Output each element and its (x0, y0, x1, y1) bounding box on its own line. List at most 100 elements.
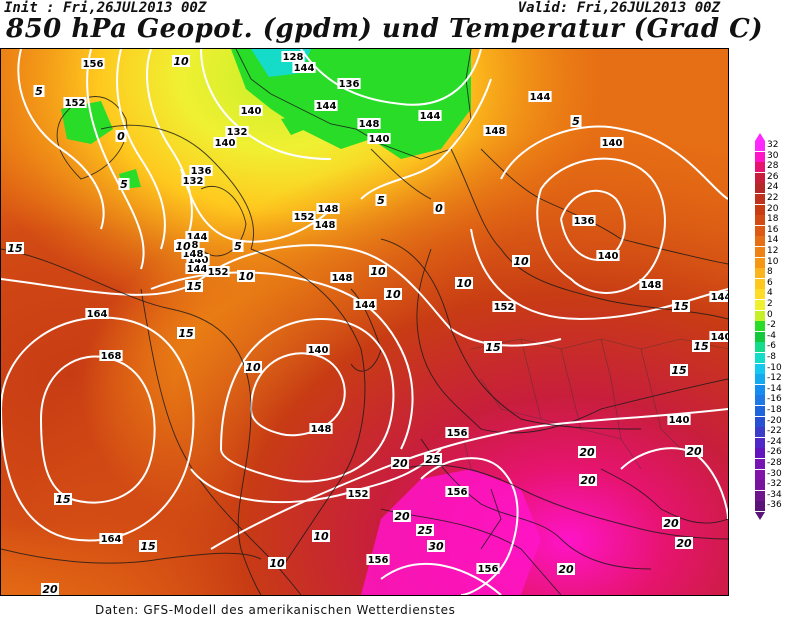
temperature-label-bg (424, 453, 442, 465)
legend-level: 10 (754, 257, 788, 268)
legend-level: -30 (754, 468, 788, 480)
geopotential-label: 152 (494, 302, 515, 313)
legend-level: 28 (754, 161, 788, 173)
geopotential-label: 140 (669, 415, 690, 426)
geopotential-label: 152 (348, 489, 369, 500)
temperature-label-bg (172, 55, 190, 67)
temperature-label: 10 (173, 55, 189, 68)
legend-swatch (755, 151, 765, 162)
legend-label: -2 (767, 320, 776, 331)
geopotential-label: 148 (318, 204, 339, 215)
legend-swatch (755, 300, 765, 310)
temperature-label-bg (174, 240, 192, 252)
geopotential-label-bg (181, 175, 205, 186)
geopotential-label: 140 (711, 332, 728, 343)
legend-label: 14 (767, 235, 779, 246)
geopotential-label: 140 (308, 345, 329, 356)
legend-level: 30 (754, 150, 788, 162)
temperature-label: 5 (35, 85, 43, 98)
temperature-label: 10 (456, 277, 472, 290)
geopotential-label-bg (313, 219, 337, 230)
temperature-label-bg (41, 583, 59, 595)
legend-level: 24 (754, 182, 788, 194)
legend-swatch (755, 141, 765, 151)
legend-label: -30 (767, 468, 782, 479)
temperature-label-bg (375, 194, 387, 206)
legend-label: 12 (767, 246, 779, 256)
temperature-label: 25 (417, 524, 433, 537)
legend-level: -22 (754, 426, 788, 438)
legend-level: 4 (754, 288, 788, 300)
legend-level: -18 (754, 405, 788, 416)
valid-time: Valid: Fri,26JUL2013 00Z (517, 0, 720, 16)
legend-level: -36 (754, 500, 788, 512)
geopotential-isolines (1, 49, 728, 595)
temperature-label: 20 (392, 457, 408, 470)
temperature-label: 10 (245, 361, 261, 374)
legend-level: 22 (754, 193, 788, 204)
temperature-label-bg (455, 277, 473, 289)
temperature-label-bg (232, 240, 244, 252)
legend-level: 32 (754, 140, 788, 151)
temperature-isolines (1, 124, 728, 595)
temperature-label-bg (557, 563, 575, 575)
geopotential-label-bg (367, 133, 391, 144)
geopotential-label-bg (445, 427, 469, 438)
legend-label: -32 (767, 479, 782, 490)
legend-level: -16 (754, 394, 788, 406)
init-time: Init : Fri,26JUL2013 00Z (4, 0, 207, 16)
geopotential-label: 144 (711, 292, 728, 303)
geopotential-label: 156 (447, 487, 468, 498)
geopotential-label-bg (316, 203, 340, 214)
geopotential-label-bg (99, 533, 123, 544)
geopotential-label-bg (337, 78, 361, 89)
legend-swatch (755, 342, 765, 353)
geopotential-label: 152 (65, 98, 86, 109)
temperature-labels: 5105051015151015105101015101515202020202… (6, 55, 710, 595)
temperature-label: 20 (579, 446, 595, 459)
temperature-label: 10 (513, 255, 529, 268)
legend-level: -32 (754, 479, 788, 491)
geopotential-label: 148 (332, 273, 353, 284)
geopotential-label-bg (346, 488, 370, 499)
geopotential-label-bg (330, 272, 354, 283)
geopotential-label: 128 (283, 52, 304, 63)
legend-swatch (755, 501, 765, 512)
temperature-label: 15 (693, 340, 709, 353)
legend-label: 28 (767, 161, 779, 172)
temperature-label-bg (139, 540, 157, 552)
geopotential-label: 136 (191, 166, 212, 177)
legend-label: 30 (767, 150, 779, 161)
legend-swatch (755, 490, 765, 501)
legend-swatch (755, 204, 765, 215)
temperature-label-bg (384, 288, 402, 300)
geopotential-label: 144 (316, 101, 337, 112)
temperature-label-bg (54, 493, 72, 505)
legend-swatch (755, 459, 765, 469)
legend-swatch (755, 353, 765, 363)
legend-level: -6 (754, 341, 788, 353)
legend-label: 20 (767, 203, 779, 214)
legend-level: -26 (754, 447, 788, 459)
geopotential-label-bg (185, 231, 209, 242)
legend-swatch (755, 278, 765, 289)
geopotential-label-bg (213, 137, 237, 148)
temperature-label-bg (6, 242, 24, 254)
legend-level: -10 (754, 363, 788, 374)
legend-label: 6 (767, 277, 773, 288)
temperature-label-bg (672, 300, 690, 312)
legend-level: 6 (754, 277, 788, 289)
temperature-label: 20 (686, 445, 702, 458)
geopotential-label: 152 (208, 267, 229, 278)
legend-swatch (755, 257, 765, 268)
legend-level: -14 (754, 384, 788, 395)
temperature-label: 5 (234, 240, 242, 253)
geopotential-label: 136 (339, 79, 360, 90)
cold-pocket-labrador (61, 101, 113, 144)
geopotential-label-bg (99, 350, 123, 361)
geopotential-label-bg (483, 125, 507, 136)
temperature-label-bg (177, 327, 195, 339)
legend-swatch (755, 236, 765, 247)
temperature-label: 15 (178, 327, 194, 340)
legend-swatch (755, 172, 765, 183)
